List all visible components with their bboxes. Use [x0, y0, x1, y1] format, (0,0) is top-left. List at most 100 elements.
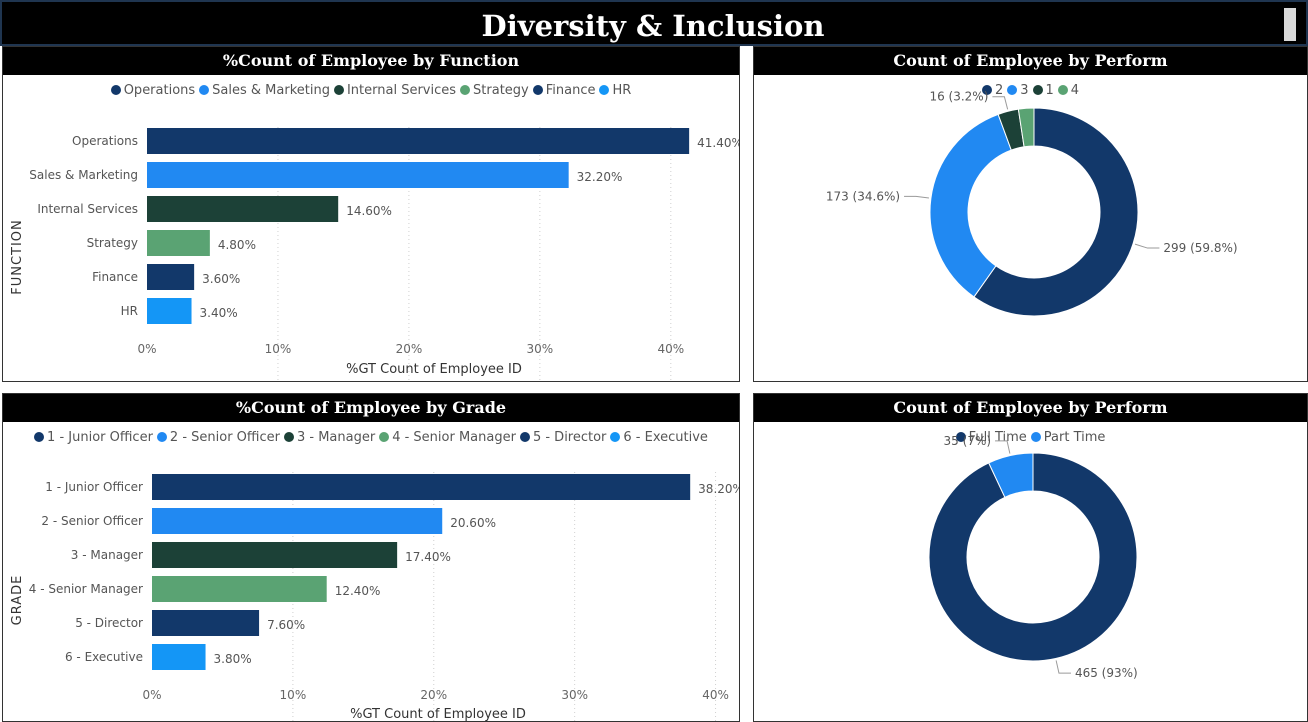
legend-item[interactable]: 2 - Senior Officer: [156, 430, 280, 445]
perform-donut-panel: Count of Employee by Perform 2 3 1 4 299 (5…: [753, 46, 1308, 382]
header-bar: Diversity & Inclusion: [0, 0, 1308, 46]
chart-title: %Count of Employee by Function: [3, 47, 739, 75]
bar: [147, 230, 210, 256]
bar: [152, 644, 206, 670]
bar: [152, 542, 398, 568]
legend-item[interactable]: 4: [1057, 83, 1080, 98]
data-label: 3.80%: [214, 652, 252, 666]
scrollbar-thumb[interactable]: [1284, 8, 1296, 41]
category-label: Operations: [72, 134, 138, 148]
employment-type-donut-panel: Count of Employee by Perform Full Time Pa…: [753, 393, 1308, 722]
legend-dot-icon: [610, 432, 621, 442]
legend-label: Part Time: [1043, 430, 1106, 445]
x-tick-label: 0%: [142, 688, 161, 702]
data-label: 4.80%: [218, 238, 256, 252]
leader-line: [904, 195, 929, 199]
data-label: 3.60%: [202, 272, 240, 286]
category-label: Strategy: [87, 236, 138, 250]
legend-dot-icon: [1057, 85, 1068, 95]
category-label: 5 - Director: [75, 616, 143, 630]
legend-dot-icon: [333, 85, 344, 95]
legend-dot-icon: [379, 432, 390, 442]
bar: [147, 264, 195, 290]
legend-item[interactable]: 4 - Senior Manager: [379, 430, 516, 445]
x-tick-label: 10%: [280, 688, 307, 702]
chart-legend: Operations Sales & Marketing Internal Serv…: [3, 83, 739, 98]
category-label: Finance: [92, 270, 138, 284]
legend-item[interactable]: Strategy: [460, 83, 529, 98]
legend-dot-icon: [34, 432, 45, 442]
legend-label: 3: [1020, 83, 1029, 98]
grade-chart-panel: %Count of Employee by Grade 1 - Junior O…: [2, 393, 740, 722]
donut-chart-perform: 299 (59.8%) 173 (34.6%) 16 (3.2%): [826, 90, 1238, 317]
category-label: Sales & Marketing: [29, 168, 138, 182]
legend-dot-icon: [1030, 432, 1041, 442]
bar: [152, 474, 691, 500]
legend-label: 2: [994, 83, 1004, 98]
category-label: 3 - Manager: [71, 548, 143, 562]
legend-label: Internal Services: [346, 83, 457, 98]
data-label: 38.20%: [698, 482, 739, 496]
x-tick-label: 30%: [527, 342, 554, 356]
x-tick-label: 0%: [137, 342, 156, 356]
donut-slice: [928, 452, 1138, 662]
legend-item[interactable]: Operations: [110, 83, 195, 98]
legend-item[interactable]: Sales & Marketing: [199, 83, 330, 98]
legend-item[interactable]: 6 - Executive: [610, 430, 708, 445]
y-axis-title: FUNCTION: [10, 219, 25, 295]
data-label: 7.60%: [267, 618, 305, 632]
legend-label: 4: [1070, 83, 1080, 98]
legend-item[interactable]: HR: [599, 83, 631, 98]
category-label: 1 - Junior Officer: [45, 480, 143, 494]
x-tick-label: 20%: [420, 688, 447, 702]
bar: [152, 508, 443, 534]
legend-label: 5 - Director: [532, 430, 607, 445]
legend-label: Full Time: [968, 430, 1027, 445]
legend-dot-icon: [955, 432, 966, 442]
x-tick-label: 40%: [702, 688, 729, 702]
legend-label: Finance: [545, 83, 596, 98]
legend-item[interactable]: 2: [981, 83, 1004, 98]
legend-item[interactable]: 3 - Manager: [283, 430, 376, 445]
legend-dot-icon: [283, 432, 294, 442]
bar-chart-function: 0% 10% 20% 30% 40% Operations 41.40% Sales & Ma…: [10, 127, 739, 381]
slice-label: 16 (3.2%): [929, 90, 988, 104]
donut-slice: [929, 113, 1012, 298]
legend-item[interactable]: 1 - Junior Officer: [34, 430, 153, 445]
data-label: 41.40%: [697, 136, 739, 150]
legend-item[interactable]: Internal Services: [333, 83, 457, 98]
legend-item[interactable]: 1: [1032, 83, 1054, 98]
data-label: 17.40%: [405, 550, 451, 564]
legend-item[interactable]: Part Time: [1030, 430, 1106, 445]
x-axis-title: %GT Count of Employee ID: [346, 362, 522, 377]
bar: [152, 610, 260, 636]
legend-item[interactable]: 5 - Director: [519, 430, 607, 445]
data-label: 3.40%: [200, 306, 238, 320]
leader-line: [1055, 660, 1071, 674]
legend-dot-icon: [532, 85, 543, 95]
data-label: 14.60%: [346, 204, 392, 218]
donut-slice: [973, 107, 1139, 317]
legend-item[interactable]: Finance: [532, 83, 596, 98]
slice-label: 35 (7%): [944, 434, 991, 448]
legend-label: 2 - Senior Officer: [169, 430, 280, 445]
legend-dot-icon: [199, 85, 210, 95]
slice-label: 465 (93%): [1075, 666, 1138, 680]
data-label: 20.60%: [450, 516, 496, 530]
bar: [152, 576, 327, 602]
legend-dot-icon: [110, 85, 121, 95]
leader-line: [992, 96, 1009, 110]
legend-item[interactable]: Full Time: [955, 430, 1027, 445]
legend-label: 3 - Manager: [296, 430, 376, 445]
donut-slice: [1017, 107, 1035, 148]
leader-line: [1134, 243, 1160, 249]
legend-dot-icon: [981, 85, 992, 95]
x-tick-label: 30%: [561, 688, 588, 702]
bar: [147, 298, 192, 324]
category-label: 4 - Senior Manager: [29, 582, 143, 596]
y-axis-title: GRADE: [10, 575, 25, 626]
legend-dot-icon: [460, 85, 471, 95]
chart-legend: 1 - Junior Officer 2 - Senior Officer 3 - …: [3, 430, 739, 445]
legend-item[interactable]: 3: [1007, 83, 1029, 98]
page-title: Diversity & Inclusion: [481, 9, 825, 43]
